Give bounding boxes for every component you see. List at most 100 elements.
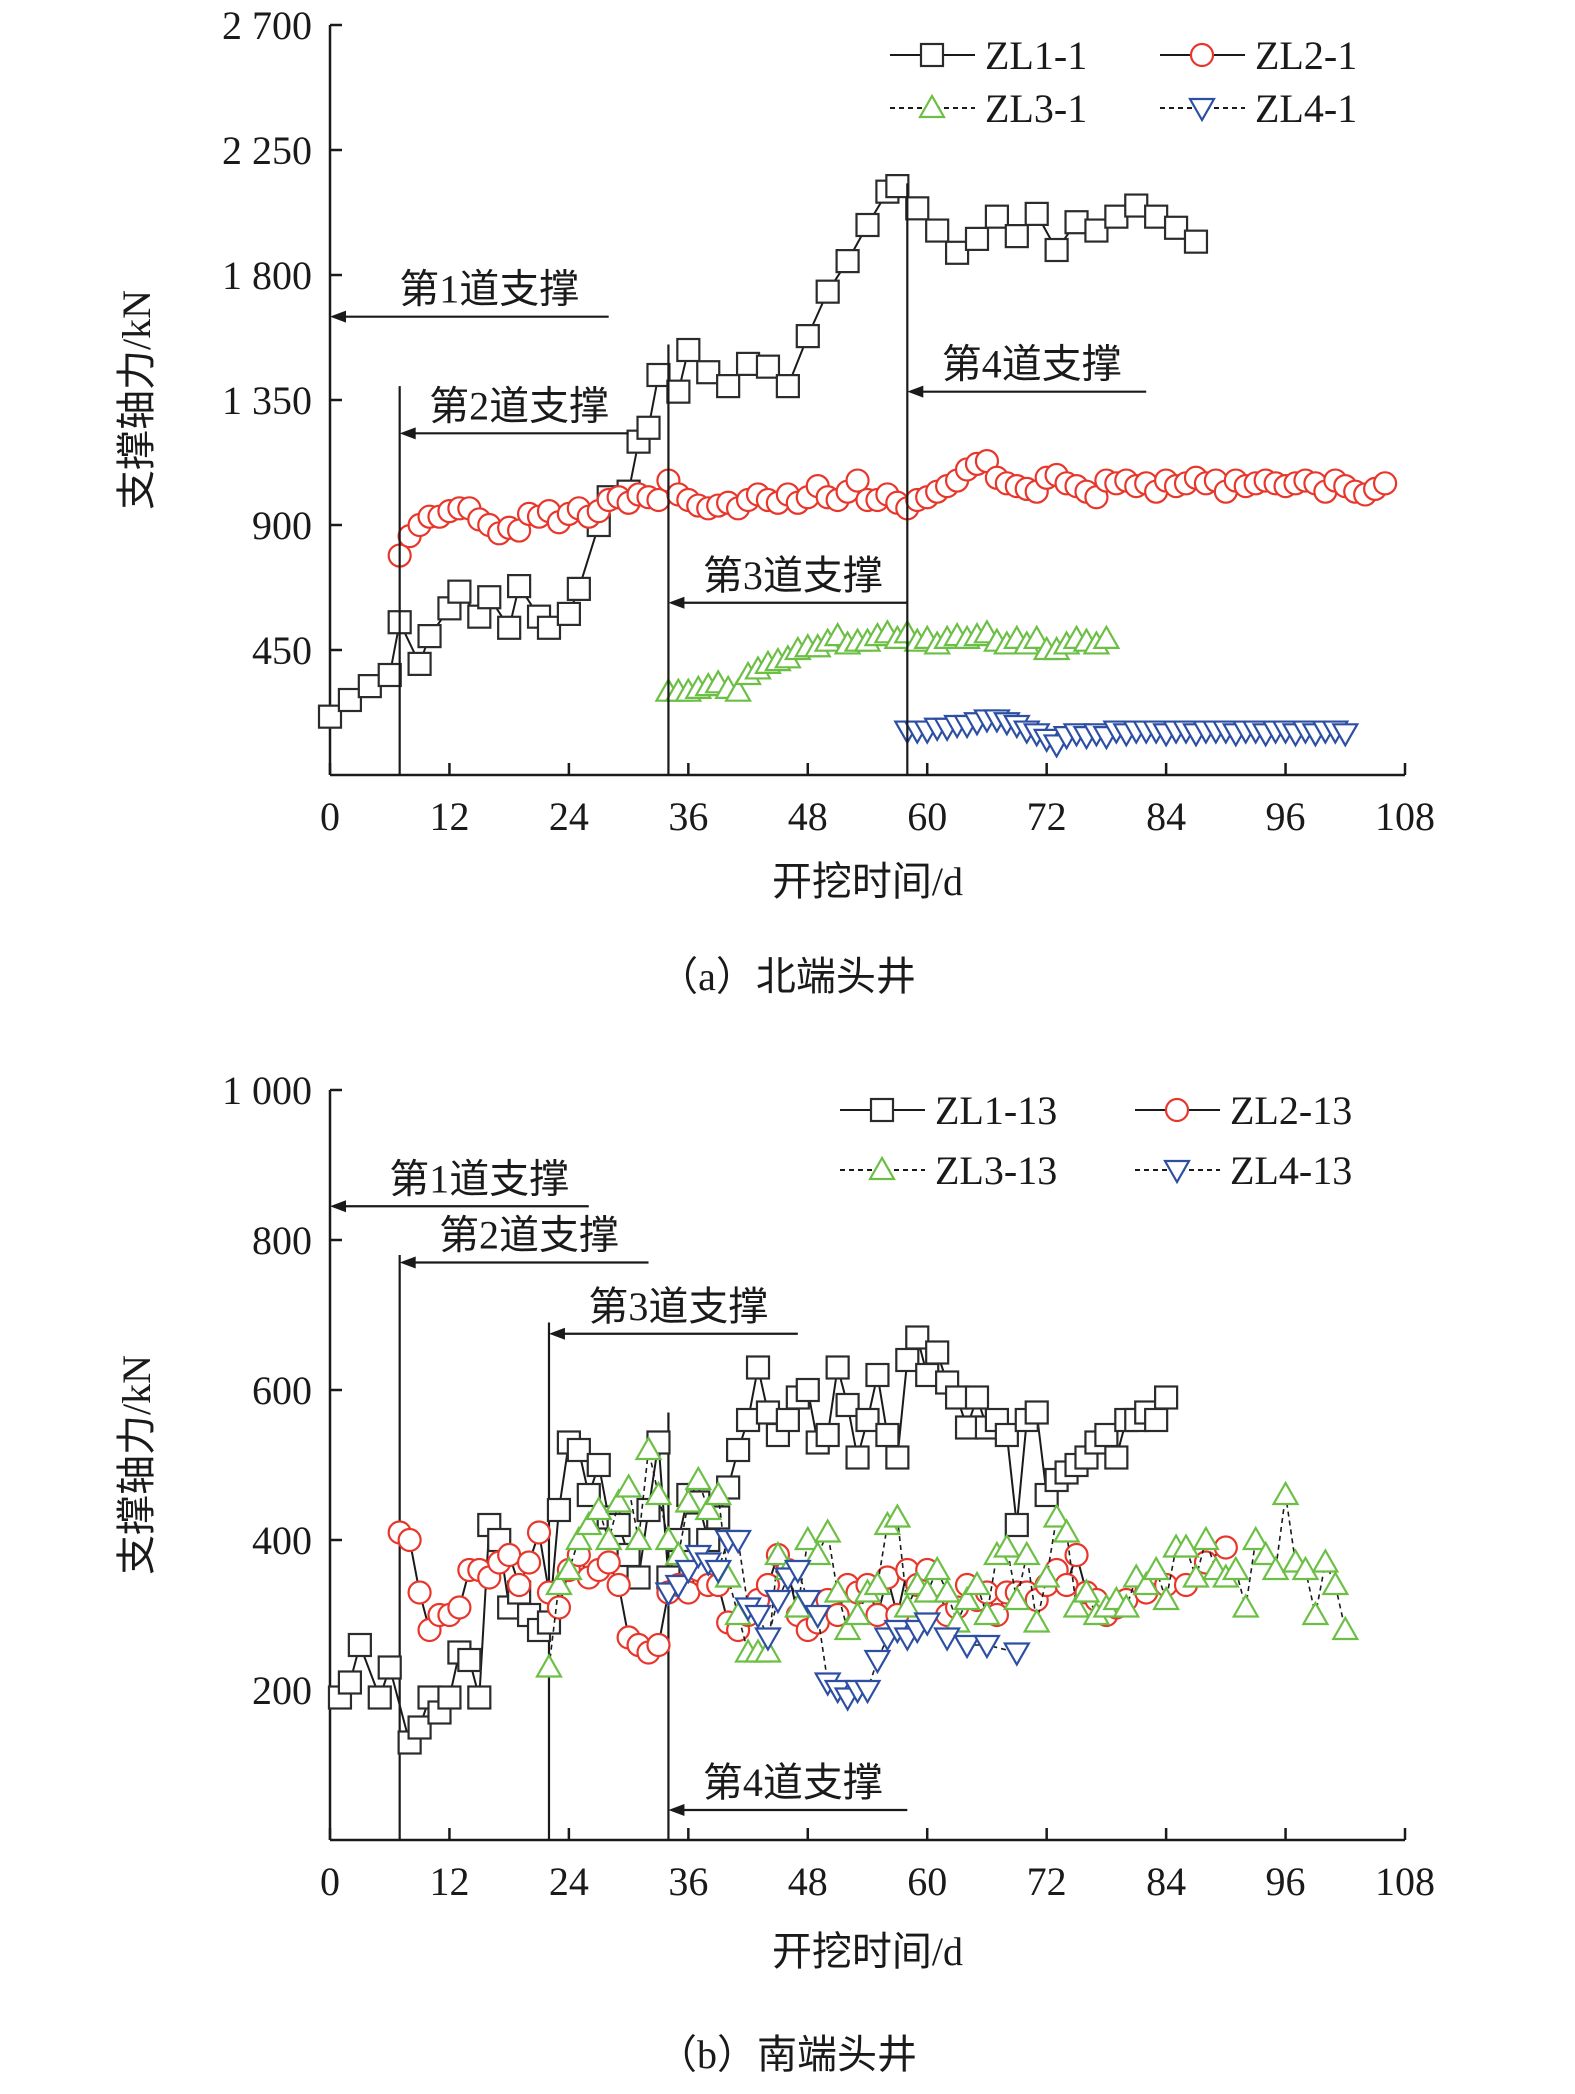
- data-point: [1084, 218, 1109, 243]
- data-point: [584, 1495, 613, 1521]
- data-point: [885, 1445, 910, 1470]
- data-point: [546, 1595, 572, 1620]
- data-point: [1331, 1615, 1360, 1641]
- annotation-arrowhead: [330, 1200, 346, 1213]
- data-point: [646, 1632, 671, 1658]
- data-point: [1221, 1555, 1250, 1581]
- annotation-arrowhead: [399, 427, 416, 440]
- figure-caption: （a）北端头井: [658, 954, 916, 999]
- legend-label: ZL4-13: [1230, 1148, 1352, 1193]
- x-tick-label: 36: [668, 794, 708, 839]
- data-point: [793, 1589, 822, 1615]
- data-point: [1052, 1518, 1081, 1543]
- legend-label: ZL1-1: [985, 33, 1087, 78]
- data-point: [357, 674, 382, 699]
- annotation-label: 第2道支撑: [429, 383, 609, 428]
- x-tick-label: 48: [788, 794, 828, 839]
- data-point: [337, 687, 363, 713]
- data-point: [704, 1480, 733, 1506]
- y-tick-label: 1 000: [222, 1068, 312, 1113]
- data-point: [1064, 210, 1089, 235]
- data-point: [735, 351, 761, 376]
- annotation-label: 第2道支撑: [439, 1213, 619, 1258]
- data-point: [855, 1407, 880, 1433]
- support-annotation: 第1道支撑: [330, 267, 609, 323]
- legend-item: ZL2-13: [1135, 1088, 1352, 1133]
- data-point: [1012, 1540, 1041, 1566]
- data-point: [407, 1715, 432, 1740]
- data-point: [447, 1595, 472, 1620]
- data-point: [614, 1473, 643, 1498]
- data-point: [626, 1565, 651, 1590]
- data-point: [1004, 224, 1029, 249]
- y-tick-label: 800: [252, 1218, 312, 1263]
- data-point: [825, 1602, 850, 1628]
- x-tick-label: 60: [907, 1859, 947, 1904]
- legend-label: ZL2-1: [1255, 33, 1357, 78]
- data-point: [654, 1525, 683, 1551]
- data-point: [1104, 204, 1129, 229]
- legend-item: ZL4-1: [1160, 86, 1357, 131]
- data-point: [815, 279, 840, 304]
- data-point: [933, 1627, 962, 1652]
- support-annotation: 第1道支撑: [330, 1156, 589, 1213]
- data-point: [1311, 1548, 1340, 1573]
- data-point: [984, 204, 1009, 229]
- data-point: [1154, 1385, 1179, 1410]
- data-point: [516, 1550, 542, 1575]
- data-point: [905, 196, 930, 221]
- x-axis-title: 开挖时间/d: [772, 1929, 963, 1974]
- data-point: [1251, 1540, 1280, 1566]
- annotation-arrowhead: [548, 1327, 565, 1340]
- annotation-arrowhead: [668, 1804, 685, 1816]
- data-point: [317, 704, 343, 729]
- data-point: [964, 1385, 990, 1410]
- x-tick-label: 108: [1375, 794, 1435, 839]
- data-point: [1144, 204, 1169, 229]
- legend-label: ZL1-13: [935, 1088, 1057, 1133]
- data-point: [606, 1572, 631, 1598]
- data-point: [933, 1578, 962, 1603]
- x-tick-label: 84: [1146, 1859, 1186, 1904]
- data-point: [1104, 1445, 1129, 1470]
- data-point: [1022, 1608, 1051, 1633]
- data-point: [1024, 1400, 1049, 1425]
- x-tick-label: 24: [549, 794, 589, 839]
- data-point: [745, 1355, 771, 1380]
- annotation-label: 第4道支撑: [703, 1760, 883, 1805]
- data-point: [347, 1632, 372, 1658]
- data-point: [964, 226, 990, 251]
- legend-label: ZL3-1: [985, 86, 1087, 131]
- data-point: [545, 1570, 573, 1596]
- y-tick-label: 2 700: [222, 3, 312, 48]
- annotation-arrowhead: [330, 310, 346, 323]
- data-point: [863, 1649, 892, 1675]
- y-axis-title: 支撑轴力/kN: [114, 290, 159, 510]
- chart-a: 0 12 24 36 48 60 72 84 96 108 450 900 1 350 1 800 2 25…: [114, 3, 1435, 999]
- data-point: [526, 1520, 552, 1545]
- data-point: [664, 1574, 693, 1600]
- data-point: [853, 1679, 882, 1705]
- data-point: [1142, 1555, 1171, 1581]
- data-point: [1002, 1642, 1031, 1667]
- data-point: [457, 1647, 482, 1673]
- data-point: [1042, 1503, 1071, 1528]
- data-point: [803, 1540, 832, 1566]
- series-ZL3-1: [654, 619, 1121, 702]
- data-point: [377, 1655, 402, 1680]
- data-point: [704, 1559, 733, 1585]
- data-point: [724, 1529, 752, 1555]
- support-annotation: 第3道支撑: [548, 1284, 798, 1340]
- x-tick-label: 60: [907, 794, 947, 839]
- data-point: [684, 1465, 713, 1491]
- series-ZL4-1: [893, 709, 1360, 759]
- x-tick-label: 108: [1375, 1859, 1435, 1904]
- legend-item: ZL1-1: [890, 33, 1087, 78]
- data-point: [1072, 1578, 1101, 1603]
- series-line: [339, 1334, 1168, 1745]
- legend-marker: [919, 42, 945, 68]
- data-point: [755, 354, 781, 379]
- annotation-label: 第3道支撑: [588, 1284, 768, 1329]
- x-tick-label: 0: [320, 1859, 340, 1904]
